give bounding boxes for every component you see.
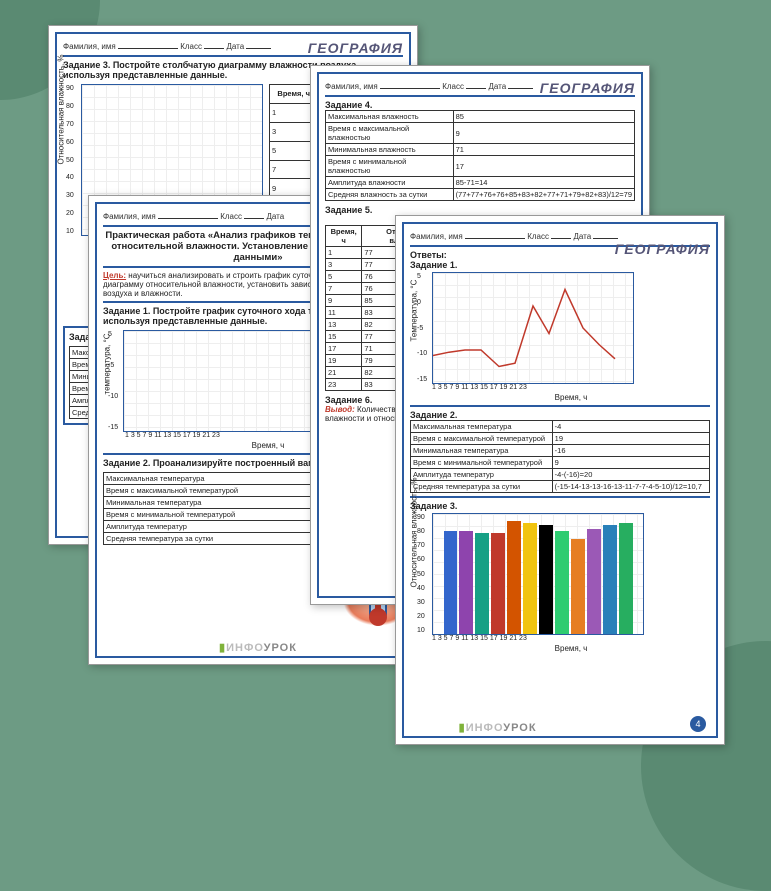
bar <box>507 521 521 634</box>
task2-answers-table: Максимальная температура-4 Время с макси… <box>410 420 710 493</box>
bar <box>491 533 505 634</box>
page-header: Фамилия, имя Класс Дата ГЕОГРАФИЯ <box>325 80 635 91</box>
line-chart: 50-5-10-15 <box>432 272 634 384</box>
task4-table: Максимальная влажность85 Время с максима… <box>325 110 635 201</box>
page-number: 4 <box>690 716 706 732</box>
bar <box>555 531 569 634</box>
subject-title: ГЕОГРАФИЯ <box>308 40 403 56</box>
worksheet-page-4: Фамилия, имя Класс Дата ГЕОГРАФИЯ Ответы… <box>395 215 725 745</box>
task1-label: Задание 1. <box>410 260 710 270</box>
bar <box>444 531 458 634</box>
infourok-logo: ▮ИНФОУРОК <box>459 721 537 734</box>
task5-label: Задание 5. <box>325 205 635 215</box>
x-axis-label: Время, ч <box>432 644 710 653</box>
task3-label: Задание 3. <box>410 501 710 511</box>
task1-chart-grid: 5-5-10-15 <box>123 330 325 432</box>
bar <box>571 539 585 634</box>
bar <box>619 523 633 634</box>
surname-label: Фамилия, имя <box>63 42 116 51</box>
bars <box>444 514 633 634</box>
bar <box>539 525 553 634</box>
task2-label: Задание 2. <box>410 410 710 420</box>
y-axis-label: температура, °С <box>103 333 112 394</box>
y-axis-label: Относительная влажность, % <box>410 477 419 587</box>
x-ticks: 1 3 5 7 9 11 13 15 17 19 21 23 <box>432 635 710 642</box>
bar <box>603 525 617 634</box>
bar <box>475 533 489 634</box>
bar <box>459 531 473 634</box>
y-ticks: 50-5-10-15 <box>417 273 427 383</box>
bar <box>587 529 601 634</box>
x-axis-label: Время, ч <box>432 393 710 402</box>
page-header: Фамилия, имя Класс Дата ГЕОГРАФИЯ <box>63 40 403 51</box>
bar-chart: 908070605040302010 <box>432 513 644 635</box>
class-label: Класс <box>180 42 202 51</box>
y-ticks: 908070605040302010 <box>66 85 74 235</box>
date-label: Дата <box>226 42 244 51</box>
page-header: Фамилия, имя Класс Дата ГЕОГРАФИЯ <box>410 230 710 241</box>
x-ticks: 1 3 5 7 9 11 13 15 17 19 21 23 <box>432 384 710 391</box>
bar <box>523 523 537 634</box>
task4-label: Задание 4. <box>325 100 635 110</box>
infourok-logo: ▮ИНФОУРОК <box>219 641 297 654</box>
y-axis-label: Температура, °С <box>410 280 419 342</box>
y-axis-label: Относительная влажность, % <box>57 54 66 164</box>
line-chart-svg <box>433 273 633 383</box>
